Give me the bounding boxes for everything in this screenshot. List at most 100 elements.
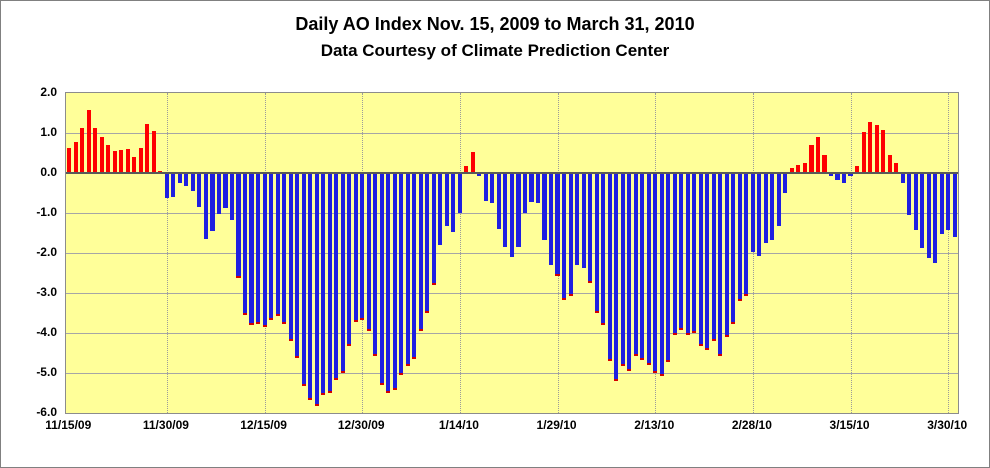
bar xyxy=(392,173,397,390)
x-tick-label: 11/15/09 xyxy=(45,418,92,432)
bar xyxy=(327,173,332,393)
bar xyxy=(223,173,228,208)
bar xyxy=(776,173,781,227)
chart-header: Daily AO Index Nov. 15, 2009 to March 31… xyxy=(1,11,989,64)
bar xyxy=(666,173,671,363)
h-gridline xyxy=(66,132,958,134)
v-gridline xyxy=(850,93,852,413)
bar xyxy=(249,173,254,325)
bar xyxy=(588,173,593,283)
x-tick-label: 1/29/10 xyxy=(536,418,577,432)
bar xyxy=(698,173,703,347)
y-tick-label: -2.0 xyxy=(36,245,57,259)
bar xyxy=(386,173,391,393)
bar xyxy=(308,173,313,400)
bar xyxy=(601,173,606,325)
bar xyxy=(718,173,723,356)
bar xyxy=(848,173,853,176)
bar xyxy=(783,173,788,193)
bar xyxy=(815,137,821,173)
bar xyxy=(80,128,85,173)
bar xyxy=(503,173,508,247)
bar xyxy=(789,168,794,173)
bar xyxy=(575,173,580,265)
bar xyxy=(438,173,443,245)
bar xyxy=(542,173,547,241)
bar xyxy=(418,173,423,332)
bar xyxy=(151,131,156,173)
x-tick-label: 3/15/10 xyxy=(829,418,870,432)
bar xyxy=(229,173,235,221)
bar xyxy=(620,173,625,367)
bar xyxy=(295,173,300,359)
bar xyxy=(242,173,248,316)
bar xyxy=(73,142,78,173)
bar xyxy=(672,173,677,335)
y-tick-label: 1.0 xyxy=(40,125,57,139)
bar xyxy=(933,173,938,263)
y-tick-label: -3.0 xyxy=(36,285,57,299)
h-gridline xyxy=(66,372,958,374)
bar xyxy=(99,137,104,173)
bar xyxy=(946,173,951,231)
bar xyxy=(679,173,684,331)
bar xyxy=(282,173,287,324)
bar xyxy=(548,173,554,265)
bar xyxy=(269,173,274,321)
bar xyxy=(125,149,130,173)
bar xyxy=(724,173,729,337)
bar xyxy=(802,163,807,173)
plot-area xyxy=(65,92,959,414)
bar xyxy=(907,173,912,215)
bar xyxy=(737,173,742,301)
bar xyxy=(659,173,664,377)
bar xyxy=(379,173,384,385)
bar xyxy=(483,173,488,201)
bar xyxy=(412,173,417,359)
x-tick-label: 3/30/10 xyxy=(927,418,968,432)
bar xyxy=(255,173,261,325)
bar xyxy=(119,149,124,173)
bar xyxy=(464,166,469,173)
bar xyxy=(138,147,143,173)
bar xyxy=(822,154,827,173)
bar xyxy=(594,173,599,313)
zero-axis-line xyxy=(66,172,958,174)
bar xyxy=(881,130,886,173)
x-tick-label: 11/30/09 xyxy=(142,418,189,432)
bar xyxy=(399,173,404,375)
chart-title: Daily AO Index Nov. 15, 2009 to March 31… xyxy=(295,14,695,34)
bar xyxy=(828,173,834,176)
bar xyxy=(210,173,215,231)
bar xyxy=(809,144,814,173)
bar xyxy=(900,173,905,183)
chart-subtitle: Data Courtesy of Climate Prediction Cent… xyxy=(320,41,670,60)
bar xyxy=(731,173,736,324)
bar xyxy=(516,173,521,247)
y-tick-label: -6.0 xyxy=(36,405,57,419)
bar xyxy=(164,173,169,198)
h-gridline xyxy=(66,332,958,334)
bar xyxy=(939,173,944,234)
bar xyxy=(874,124,879,173)
bar xyxy=(750,173,755,253)
y-tick-label: 2.0 xyxy=(40,85,57,99)
bar xyxy=(562,173,567,301)
bar xyxy=(197,173,202,207)
bar xyxy=(171,173,176,197)
bar xyxy=(952,173,957,237)
bar xyxy=(431,173,436,285)
y-tick-label: -5.0 xyxy=(36,365,57,379)
bar xyxy=(216,173,222,215)
bar xyxy=(275,173,280,317)
bar xyxy=(835,173,840,180)
bar xyxy=(868,122,873,173)
v-gridline xyxy=(948,93,950,413)
bar xyxy=(926,173,931,258)
bar xyxy=(177,173,182,183)
bar xyxy=(581,173,586,268)
bar xyxy=(692,173,697,333)
bar xyxy=(614,173,619,381)
bar xyxy=(555,173,560,277)
